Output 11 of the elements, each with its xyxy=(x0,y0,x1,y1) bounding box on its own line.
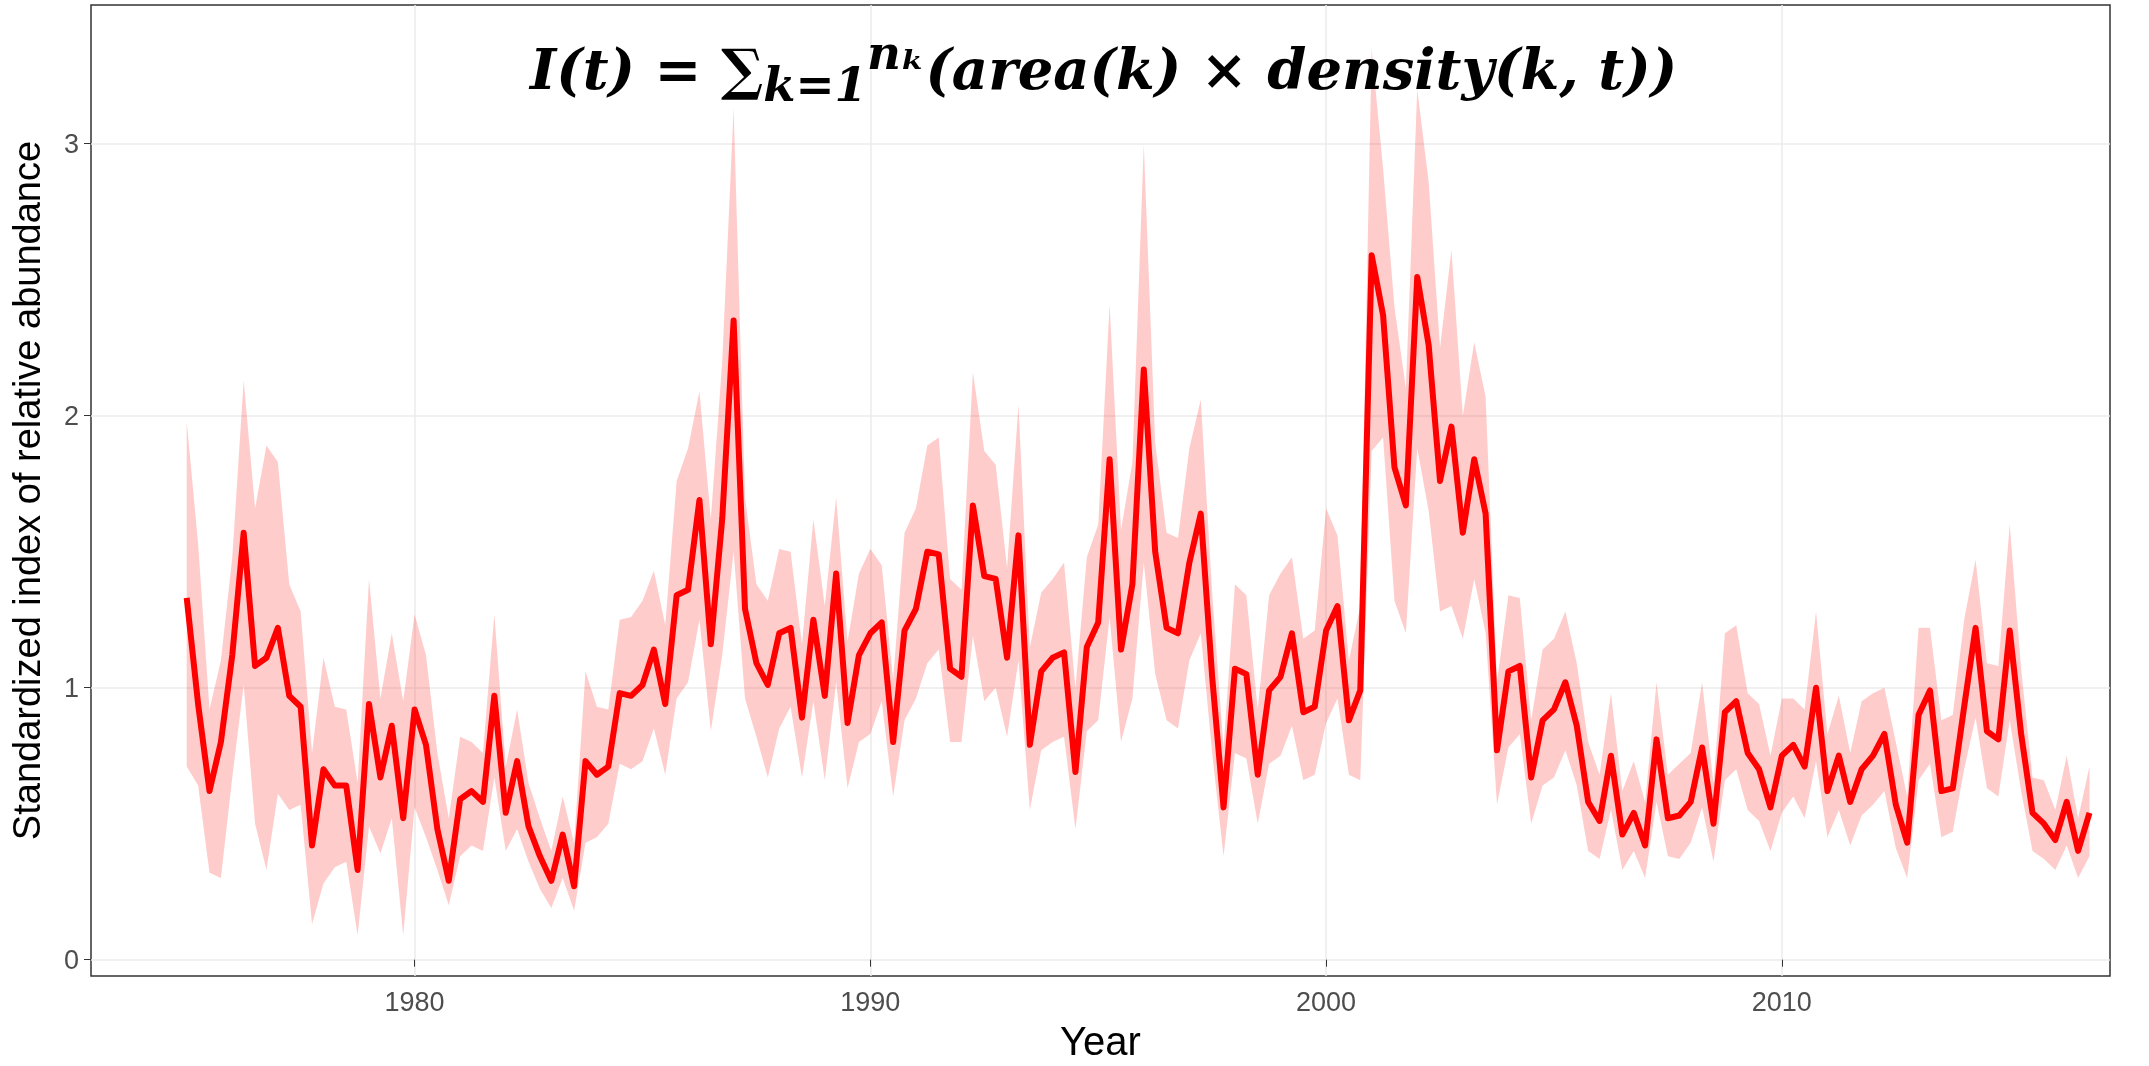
y-tick-label: 0 xyxy=(63,944,79,975)
x-tick-label: 2000 xyxy=(1296,986,1357,1017)
y-tick-label: 2 xyxy=(63,400,79,431)
y-axis-title: Standardized index of relative abundance xyxy=(6,140,48,841)
x-axis-title: Year xyxy=(1060,1019,1141,1063)
y-tick-label: 1 xyxy=(63,672,79,703)
x-tick-label: 2010 xyxy=(1751,986,1812,1017)
y-tick-label: 3 xyxy=(63,128,79,159)
x-tick-label: 1990 xyxy=(840,986,901,1017)
text: I(t) = ∑$_{k=1}$$^{nₖ}$(area(k) × density(k, t)) xyxy=(530,25,1678,112)
x-tick-label: 1980 xyxy=(384,986,445,1017)
